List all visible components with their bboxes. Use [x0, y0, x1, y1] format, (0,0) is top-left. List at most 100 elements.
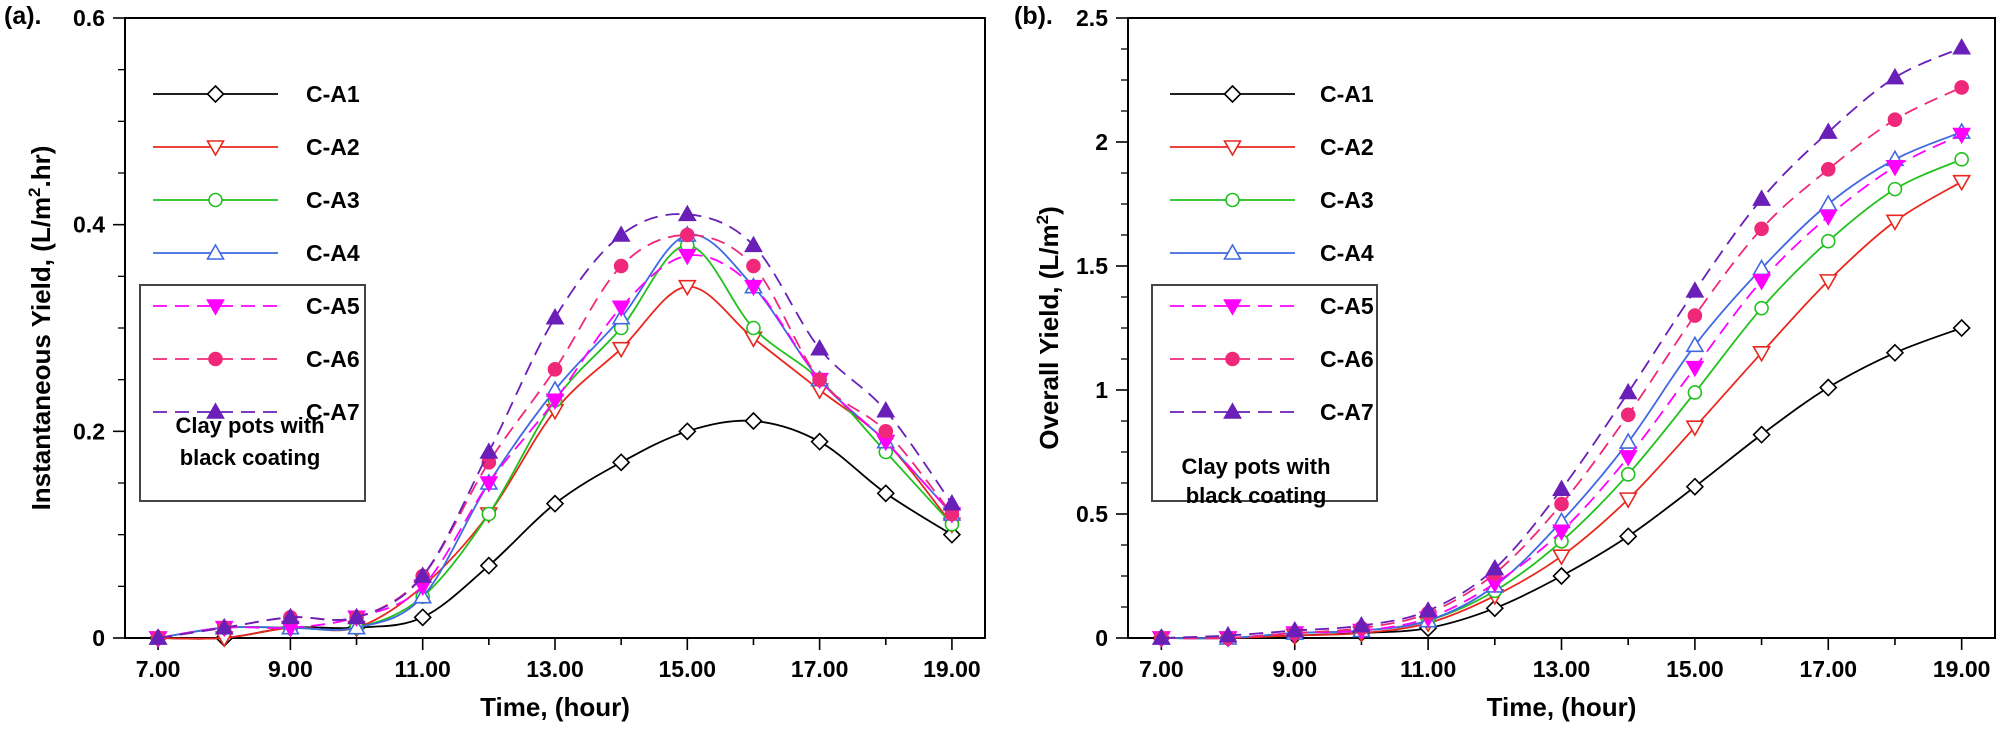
- data-point: [1485, 558, 1505, 576]
- legend-marker: [208, 192, 223, 208]
- data-point: [613, 258, 629, 274]
- x-tick-label: 15.00: [659, 656, 717, 682]
- x-tick-label: 17.00: [1799, 656, 1857, 682]
- legend-item-c-a7: C-A7: [1170, 399, 1374, 425]
- y-tick-label: 0: [1095, 625, 1108, 651]
- legend-label: C-A1: [306, 81, 360, 107]
- data-point: [810, 339, 829, 356]
- legend-item-c-a2: C-A2: [1170, 134, 1374, 160]
- data-point: [812, 372, 827, 387]
- legend-item-c-a4: C-A4: [1170, 240, 1374, 266]
- y-axis-label-sup: 2: [25, 187, 44, 196]
- legend-item-c-a1: C-A1: [1170, 81, 1374, 107]
- legend-label: C-A3: [1320, 187, 1374, 213]
- y-tick-label: 0: [92, 625, 105, 651]
- data-point: [1954, 152, 1969, 167]
- data-point: [347, 607, 366, 625]
- note-line-1: Clay pots with: [175, 413, 324, 438]
- series-c-a7: [148, 204, 962, 645]
- legend-item-c-a7: C-A7: [153, 399, 360, 425]
- series-line: [1161, 46, 1963, 639]
- x-tick-label: 11.00: [1400, 656, 1456, 682]
- data-point: [677, 248, 697, 266]
- data-point: [1820, 233, 1836, 249]
- x-tick-label: 13.00: [1533, 656, 1591, 682]
- data-point: [413, 566, 433, 583]
- data-point: [746, 258, 761, 274]
- data-point: [1687, 385, 1703, 400]
- data-point: [1685, 477, 1705, 496]
- data-point: [1685, 281, 1705, 298]
- data-point: [1552, 524, 1571, 541]
- chart-panel-a: 7.00 9.00 11.00 13.00 15.00 17.00 19.00 0 0.2 0.4…: [4, 2, 986, 722]
- data-point: [479, 476, 499, 493]
- note-line-2: black coating: [180, 445, 321, 470]
- data-point: [1952, 38, 1972, 55]
- legend-label: C-A6: [1320, 346, 1374, 372]
- x-tick-label: 7.00: [136, 656, 181, 682]
- y-tick-label: 2.5: [1076, 5, 1108, 31]
- legend-marker: [1223, 402, 1242, 419]
- data-point: [678, 422, 697, 441]
- data-point: [1752, 274, 1771, 291]
- data-point: [1552, 479, 1571, 497]
- data-point: [1818, 194, 1838, 211]
- data-point: [1885, 343, 1905, 362]
- data-point: [1752, 425, 1771, 444]
- y-tick-label: 0.5: [1076, 501, 1108, 527]
- data-point: [1619, 527, 1638, 546]
- legend-label: C-A5: [1320, 293, 1374, 319]
- data-point: [545, 393, 565, 410]
- data-point: [1952, 127, 1972, 145]
- y-axis-label-tail: ): [1034, 206, 1064, 215]
- data-point: [1818, 209, 1838, 227]
- x-tick-label: 19.00: [923, 656, 981, 682]
- data-point: [1754, 221, 1769, 237]
- legend-marker: [208, 351, 223, 367]
- legend-label: C-A5: [306, 293, 360, 319]
- x-tick-label: 11.00: [395, 656, 451, 682]
- data-point: [1820, 161, 1836, 177]
- x-tick-label: 9.00: [268, 656, 313, 682]
- data-point: [1618, 382, 1638, 400]
- legend-item-c-a2: C-A2: [153, 134, 360, 160]
- y-axis-label-main: Overall Yield, (L/m: [1034, 224, 1064, 449]
- data-point: [1818, 274, 1838, 291]
- legend-label: C-A2: [1320, 134, 1374, 160]
- data-point: [744, 235, 763, 253]
- data-point: [1818, 122, 1838, 139]
- legend-label: C-A2: [306, 134, 360, 160]
- data-point: [942, 494, 962, 511]
- data-point: [677, 279, 697, 297]
- data-point: [677, 204, 697, 222]
- chart-panel-b: 7.00 9.00 11.00 13.00 15.00 17.00 19.00 0 0.5 1 1.…: [1014, 2, 1996, 722]
- data-point: [1752, 345, 1771, 363]
- legend-marker: [206, 402, 225, 419]
- panel-label: (a).: [4, 2, 42, 30]
- y-tick-label: 0.4: [73, 212, 105, 238]
- data-point: [1685, 335, 1705, 353]
- data-point: [1554, 496, 1569, 512]
- data-point: [878, 424, 894, 439]
- x-tick-label: 17.00: [791, 656, 849, 682]
- y-axis-label-main: Instantaneous Yield, (L/m: [26, 197, 56, 511]
- data-point: [1685, 360, 1705, 378]
- data-point: [746, 320, 761, 336]
- note-line-1: Clay pots with: [1181, 454, 1330, 479]
- y-axis-label-sup: 2: [1033, 215, 1052, 224]
- data-point: [1952, 174, 1972, 192]
- data-point: [1618, 492, 1638, 509]
- data-point: [1887, 181, 1903, 197]
- x-tick-label: 13.00: [526, 656, 584, 682]
- data-point: [1754, 300, 1769, 316]
- legend-item-c-a6: C-A6: [153, 346, 360, 372]
- data-point: [1954, 80, 1969, 95]
- data-point: [1352, 615, 1371, 633]
- legend-label: C-A4: [306, 240, 360, 266]
- data-point: [876, 484, 895, 503]
- data-point: [1887, 112, 1903, 127]
- legend-item-c-a4: C-A4: [153, 240, 360, 266]
- legend-marker: [206, 243, 225, 260]
- legend-label: C-A6: [306, 346, 360, 372]
